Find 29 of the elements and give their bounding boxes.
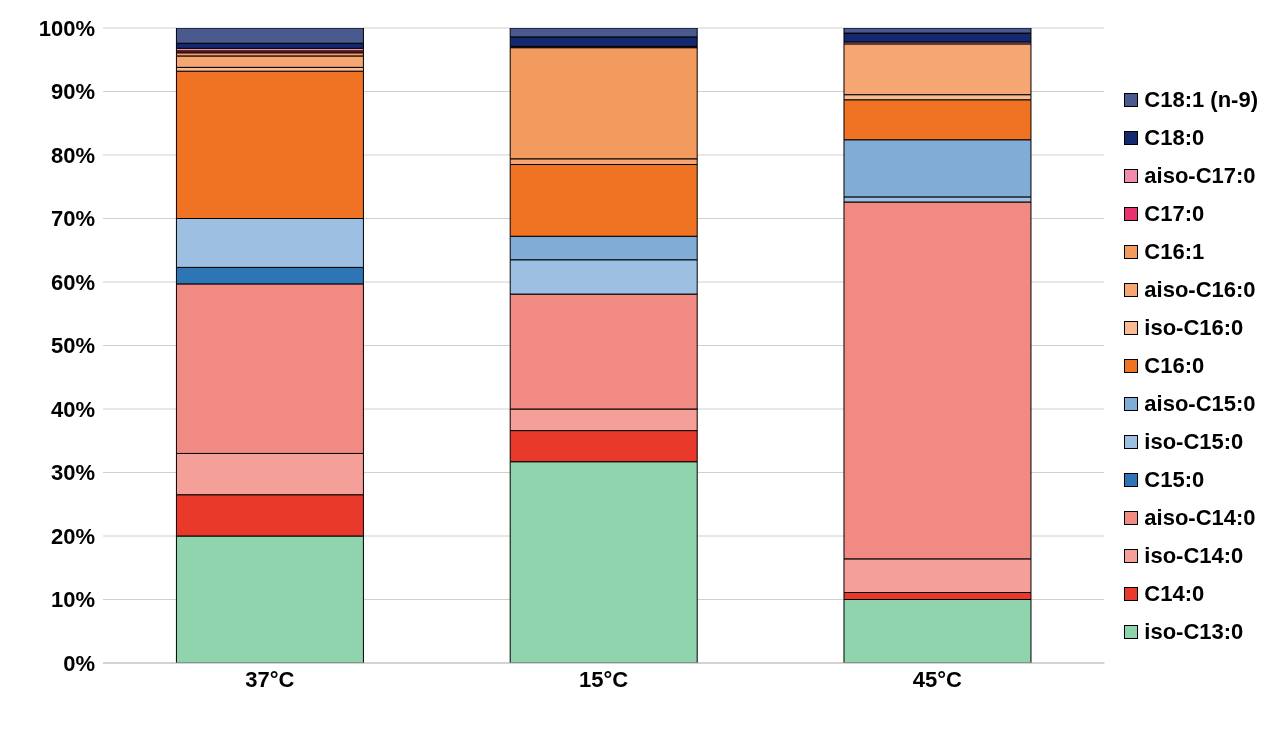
legend-label: C18:0 bbox=[1144, 124, 1205, 151]
y-tick-label: 30% bbox=[50, 460, 95, 486]
y-tick-label: 90% bbox=[50, 79, 95, 105]
y-tick-label: 20% bbox=[50, 523, 95, 549]
y-tick-label: 80% bbox=[50, 142, 95, 168]
legend-label: aiso-C17:0 bbox=[1144, 162, 1256, 189]
y-tick-label: 0% bbox=[63, 650, 95, 676]
y-tick-label: 60% bbox=[50, 269, 95, 295]
legend-label: C14:0 bbox=[1144, 580, 1205, 607]
legend-label: iso-C16:0 bbox=[1144, 314, 1244, 341]
legend-label: C18:1 (n-9) bbox=[1144, 86, 1258, 113]
y-tick-label: 100% bbox=[38, 15, 95, 41]
x-tick-label: 37°C bbox=[245, 666, 295, 692]
legend-label: iso-C13:0 bbox=[1144, 618, 1244, 645]
x-tick-label: 45°C bbox=[912, 666, 963, 692]
y-tick-label: 50% bbox=[50, 333, 95, 359]
y-tick-label: 10% bbox=[50, 587, 95, 613]
legend-label: C17:0 bbox=[1144, 200, 1205, 227]
legend-label: C16:1 bbox=[1144, 238, 1205, 265]
legend-label: C15:0 bbox=[1144, 466, 1205, 493]
y-tick-label: 40% bbox=[50, 396, 95, 422]
x-tick-label: 15°C bbox=[579, 666, 629, 692]
legend-label: aiso-C15:0 bbox=[1144, 390, 1256, 417]
legend-label: aiso-C14:0 bbox=[1144, 504, 1256, 531]
legend-label: iso-C14:0 bbox=[1144, 542, 1244, 569]
legend-label: C16:0 bbox=[1144, 352, 1205, 379]
legend-label: iso-C15:0 bbox=[1144, 428, 1244, 455]
legend-label: aiso-C16:0 bbox=[1144, 276, 1256, 303]
y-tick-label: 70% bbox=[50, 206, 95, 232]
